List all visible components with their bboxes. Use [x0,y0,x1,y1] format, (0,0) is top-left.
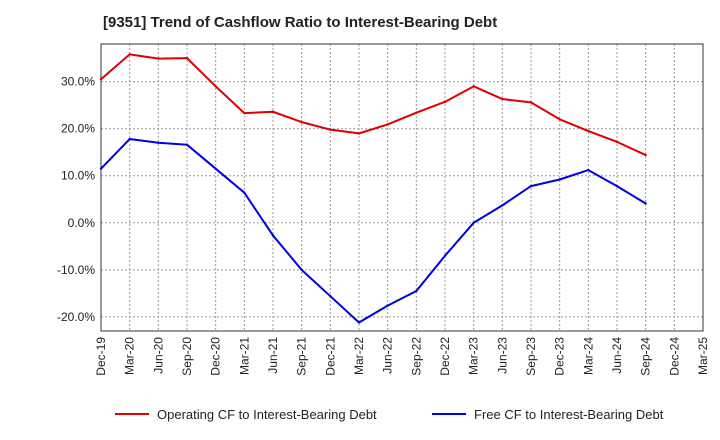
data-point [185,56,189,60]
x-tick-label: Dec-20 [209,337,223,376]
data-point [128,137,131,141]
legend-label: Free CF to Interest-Bearing Debt [474,407,664,422]
x-tick-label: Jun-20 [151,337,165,374]
plot-area [101,44,703,331]
y-tick-label: 20.0% [61,122,95,136]
series-line [100,138,647,324]
x-tick-label: Dec-22 [438,337,452,376]
x-tick-label: Sep-24 [639,337,653,376]
data-point [644,202,647,205]
y-tick-label: -20.0% [57,310,95,324]
data-point [357,132,361,135]
x-tick-label: Mar-24 [581,337,595,375]
x-tick-label: Jun-21 [266,337,280,374]
data-point [558,118,561,121]
chart-title: [9351] Trend of Cashflow Ratio to Intere… [103,14,498,31]
x-tick-label: Mar-22 [352,337,366,375]
x-tick-label: Dec-21 [323,337,337,376]
x-tick-label: Dec-23 [553,337,567,376]
data-point [243,191,246,194]
y-tick-label: 0.0% [68,216,96,230]
data-point [386,123,389,126]
data-point [558,178,561,181]
x-tick-label: Sep-23 [524,337,538,376]
x-tick-label: Sep-20 [180,337,194,376]
data-point [185,143,189,146]
data-point [128,53,131,56]
x-tick-label: Dec-24 [667,337,681,376]
data-point [214,167,217,170]
data-point [271,110,275,113]
data-point [472,221,475,224]
data-point [529,184,533,188]
data-point [529,101,533,104]
data-point [587,168,590,172]
data-point [157,141,160,145]
data-point [243,111,246,115]
data-point [329,128,332,131]
data-point [271,234,275,237]
data-point [300,120,303,124]
x-tick-label: Dec-19 [94,337,108,376]
series-line [100,53,647,156]
data-point [214,85,217,88]
data-point [386,304,389,307]
data-point [99,78,103,81]
x-tick-label: Mar-21 [237,337,251,375]
x-tick-label: Sep-21 [295,337,309,376]
y-tick-label: 30.0% [61,75,95,89]
data-point [99,167,103,170]
x-tick-label: Mar-25 [696,337,710,375]
data-point [300,268,303,272]
data-point [472,85,475,88]
x-tick-label: Mar-20 [123,337,137,375]
x-tick-label: Jun-22 [381,337,395,374]
data-point [587,129,590,133]
x-tick-label: Jun-24 [610,337,624,374]
data-point [443,100,447,104]
data-point [415,289,418,293]
data-point [644,153,647,157]
y-tick-label: -10.0% [57,263,95,277]
data-point [415,111,418,114]
plot-border [100,43,704,332]
data-point [443,254,447,257]
data-point [357,321,361,324]
x-tick-label: Jun-23 [495,337,509,374]
data-point [157,57,160,60]
data-point [501,204,504,207]
x-tick-label: Mar-23 [467,337,481,375]
data-point [615,184,619,188]
data-point [615,140,619,144]
legend-label: Operating CF to Interest-Bearing Debt [157,407,377,422]
data-point [329,294,332,298]
y-tick-label: 10.0% [61,169,95,183]
data-point [501,97,504,101]
x-tick-label: Sep-22 [409,337,423,376]
